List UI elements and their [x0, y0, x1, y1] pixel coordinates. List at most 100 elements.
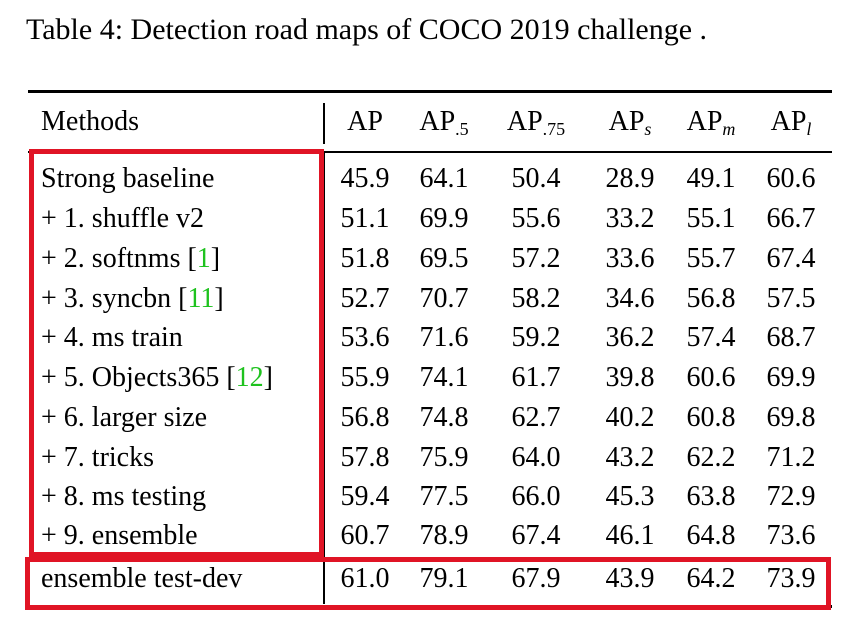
row-method: + 2. softnms [1] [41, 241, 220, 277]
table-cell: 78.9 [419, 520, 469, 551]
table-cell: 69.9 [419, 203, 469, 234]
table-cell: 43.2 [605, 442, 655, 473]
table-cell: 45.3 [605, 481, 655, 512]
table-cell: 73.9 [766, 563, 816, 594]
table-cell: 68.7 [766, 322, 816, 353]
table-cell: 64.8 [686, 520, 736, 551]
table-cell: 58.2 [511, 283, 561, 314]
method-label: + 8. ms testing [41, 481, 207, 512]
row-method: + 1. shuffle v2 [41, 201, 204, 237]
table-cell: 75.9 [419, 442, 469, 473]
table-cell: 62.2 [686, 442, 736, 473]
table-cell: 55.7 [686, 243, 736, 274]
row-method: + 9. ensemble [41, 518, 198, 554]
header-apl: APl [770, 106, 812, 139]
table-cell: 74.1 [419, 362, 469, 393]
row-method: Strong baseline [41, 161, 214, 197]
table-cell: 51.1 [340, 203, 390, 234]
highlight-box-test-dev [25, 557, 831, 610]
citation-bracket: ] [214, 283, 224, 314]
row-method: + 5. Objects365 [12] [41, 360, 273, 396]
table-cell: 69.8 [766, 402, 816, 433]
table-cell: 73.6 [766, 520, 816, 551]
table-cell: 33.6 [605, 243, 655, 274]
table-cell: 72.9 [766, 481, 816, 512]
table-cell: 63.8 [686, 481, 736, 512]
table-cell: 71.6 [419, 322, 469, 353]
column-separator-header [323, 103, 325, 144]
table-cell: 36.2 [605, 322, 655, 353]
citation-link[interactable]: 12 [235, 362, 264, 393]
table-cell: 55.9 [340, 362, 390, 393]
table-cell: 40.2 [605, 402, 655, 433]
row-method: + 4. ms train [41, 320, 183, 356]
table-cell: 39.8 [605, 362, 655, 393]
table-cell: 53.6 [340, 322, 390, 353]
citation-link[interactable]: 11 [187, 283, 215, 314]
table-cell: 56.8 [686, 283, 736, 314]
table-cell: 28.9 [605, 163, 655, 194]
header-aps: APs [608, 106, 652, 139]
method-label: Strong baseline [41, 163, 215, 194]
header-ap50: AP.5 [419, 106, 469, 139]
table-cell: 60.7 [340, 520, 390, 551]
table-cell: 66.0 [511, 481, 561, 512]
table-cell: 61.7 [511, 362, 561, 393]
method-label: + 9. ensemble [41, 520, 198, 551]
table-cell: 59.4 [340, 481, 390, 512]
row-method: + 3. syncbn [11] [41, 281, 224, 317]
table-cell: 52.7 [340, 283, 390, 314]
header-methods: Methods [41, 106, 139, 137]
table-cell: 74.8 [419, 402, 469, 433]
table-cell: 56.8 [340, 402, 390, 433]
table-top-rule [28, 90, 832, 93]
header-ap75: AP.75 [506, 106, 566, 139]
table-cell: 49.1 [686, 163, 736, 194]
table-cell: 70.7 [419, 283, 469, 314]
table-cell: 55.6 [511, 203, 561, 234]
table-header-rule [28, 151, 832, 153]
method-label: + 7. tricks [41, 442, 154, 473]
method-label: + 3. syncbn [ [41, 283, 188, 314]
table-cell: 50.4 [511, 163, 561, 194]
method-label: + 2. softnms [ [41, 243, 197, 274]
citation-link[interactable]: 1 [196, 243, 211, 274]
row-method: ensemble test-dev [41, 561, 242, 597]
table-cell: 51.8 [340, 243, 390, 274]
table-cell: 46.1 [605, 520, 655, 551]
row-method: + 7. tricks [41, 440, 154, 476]
table-cell: 34.6 [605, 283, 655, 314]
method-label: + 4. ms train [41, 322, 183, 353]
table-cell: 33.2 [605, 203, 655, 234]
table-cell: 60.8 [686, 402, 736, 433]
method-label: + 6. larger size [41, 402, 208, 433]
table-cell: 57.5 [766, 283, 816, 314]
table-cell: 60.6 [766, 163, 816, 194]
table-cell: 43.9 [605, 563, 655, 594]
method-label: + 1. shuffle v2 [41, 203, 205, 234]
method-label: + 5. Objects365 [ [41, 362, 236, 393]
table-cell: 57.8 [340, 442, 390, 473]
table-cell: 71.2 [766, 442, 816, 473]
method-label: ensemble test-dev [41, 563, 243, 594]
table-cell: 61.0 [340, 563, 390, 594]
table-cell: 64.0 [511, 442, 561, 473]
table-cell: 79.1 [419, 563, 469, 594]
table-cell: 66.7 [766, 203, 816, 234]
table-cell: 62.7 [511, 402, 561, 433]
table-cell: 64.2 [686, 563, 736, 594]
table-cell: 67.4 [766, 243, 816, 274]
citation-bracket: ] [263, 362, 273, 393]
row-method: + 6. larger size [41, 400, 207, 436]
table-cell: 60.6 [686, 362, 736, 393]
highlight-box-methods [29, 149, 324, 557]
header-ap: AP [347, 106, 383, 137]
table-cell: 64.1 [419, 163, 469, 194]
citation-bracket: ] [210, 243, 221, 274]
table-cell: 57.2 [511, 243, 561, 274]
table-cell: 67.4 [511, 520, 561, 551]
header-apm: APm [686, 106, 736, 139]
table-cell: 77.5 [419, 481, 469, 512]
table-cell: 69.9 [766, 362, 816, 393]
table-cell: 67.9 [511, 563, 561, 594]
